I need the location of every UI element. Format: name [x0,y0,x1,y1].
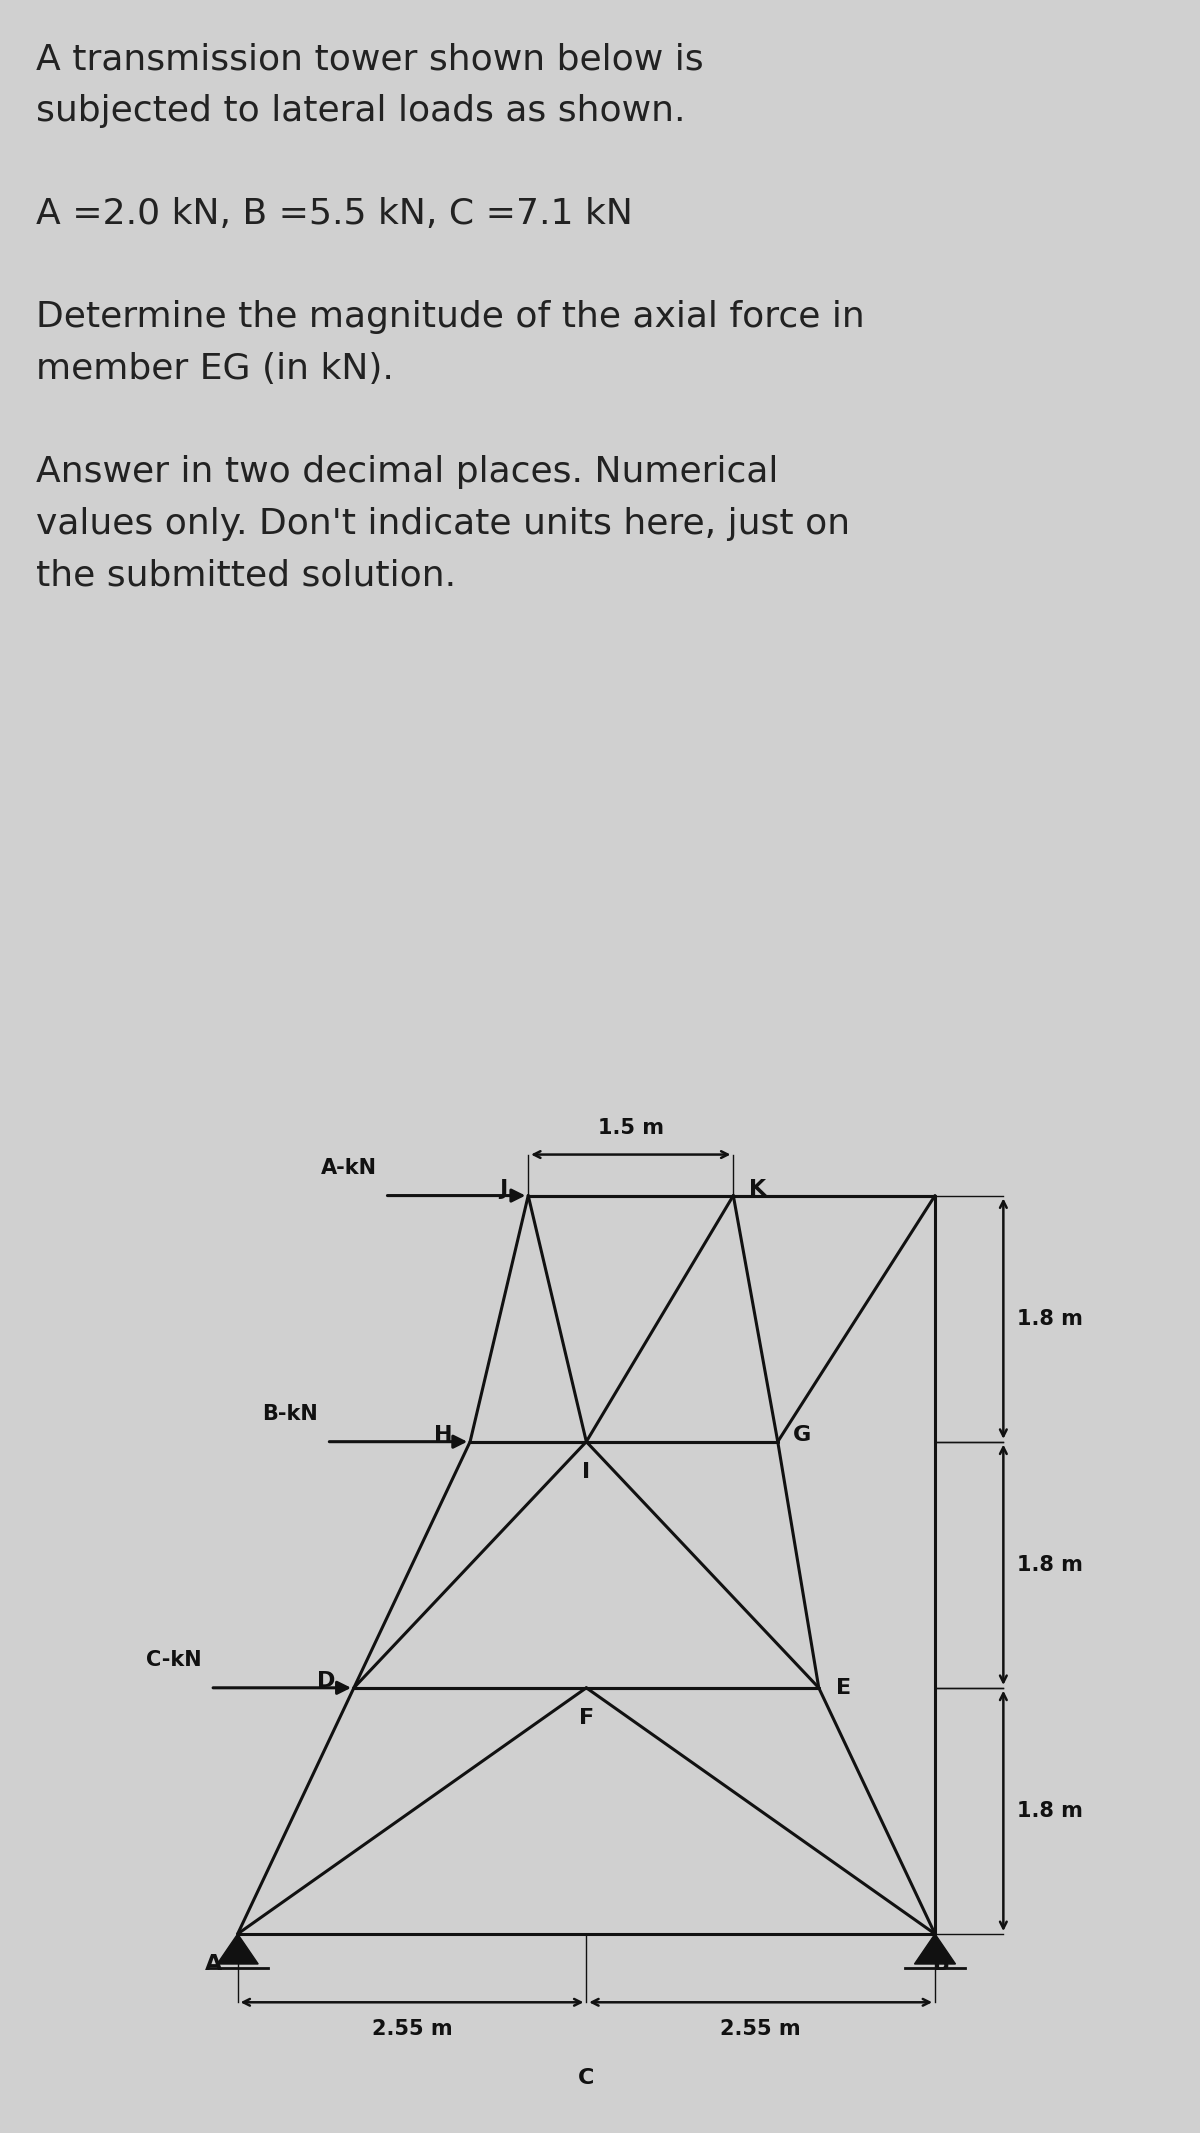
Text: A transmission tower shown below is
subjected to lateral loads as shown.

A =2.0: A transmission tower shown below is subj… [36,43,865,593]
Text: 1.8 m: 1.8 m [1018,1555,1082,1574]
Text: 1.8 m: 1.8 m [1018,1800,1082,1822]
Text: B: B [934,1954,950,1973]
Polygon shape [217,1935,258,1964]
Text: K: K [749,1180,767,1199]
Text: C-kN: C-kN [146,1651,202,1670]
Text: B-kN: B-kN [263,1404,318,1425]
Text: A: A [204,1954,222,1973]
Polygon shape [914,1935,955,1964]
Text: I: I [582,1461,590,1482]
Text: H: H [433,1425,452,1444]
Text: D: D [317,1670,336,1691]
Text: G: G [793,1425,811,1444]
Text: 1.8 m: 1.8 m [1018,1310,1082,1329]
Text: 1.5 m: 1.5 m [598,1118,664,1139]
Text: E: E [836,1679,851,1698]
Text: 2.55 m: 2.55 m [372,2018,452,2039]
Text: F: F [578,1709,594,1728]
Text: 2.55 m: 2.55 m [720,2018,800,2039]
Text: C: C [578,2067,594,2088]
Text: A-kN: A-kN [320,1158,377,1177]
Text: J: J [499,1180,508,1199]
